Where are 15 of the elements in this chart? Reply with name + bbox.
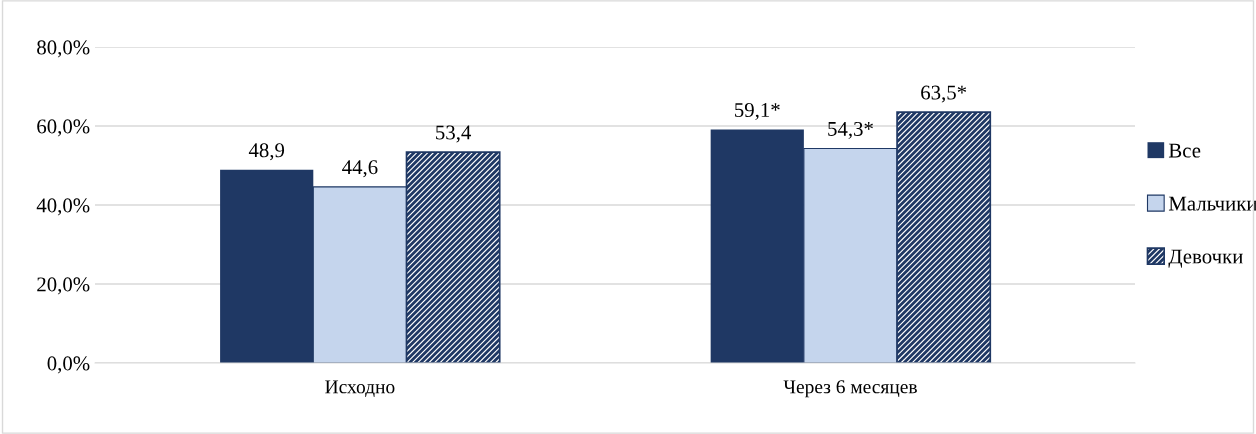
y-tick-label: 20,0%: [37, 277, 90, 295]
legend-label: Девочки: [1168, 249, 1243, 268]
y-tick-label: 60,0%: [37, 119, 90, 137]
data-label: 53,4: [436, 125, 472, 143]
y-tick-label: 0,0%: [47, 356, 90, 374]
y-tick-label: 80,0%: [37, 40, 90, 58]
y-tick-label: 40,0%: [36, 198, 90, 216]
x-tick-label: Через 6 месяцев: [783, 380, 917, 398]
data-label: 59,1*: [735, 102, 780, 120]
legend-label: Все: [1168, 143, 1201, 158]
data-label: 63,5*: [921, 85, 967, 103]
data-label: 44,6: [342, 160, 378, 178]
x-tick-label: Исходно: [325, 380, 395, 397]
data-label: 54,3*: [828, 121, 873, 139]
data-label: 48,9: [248, 143, 285, 161]
